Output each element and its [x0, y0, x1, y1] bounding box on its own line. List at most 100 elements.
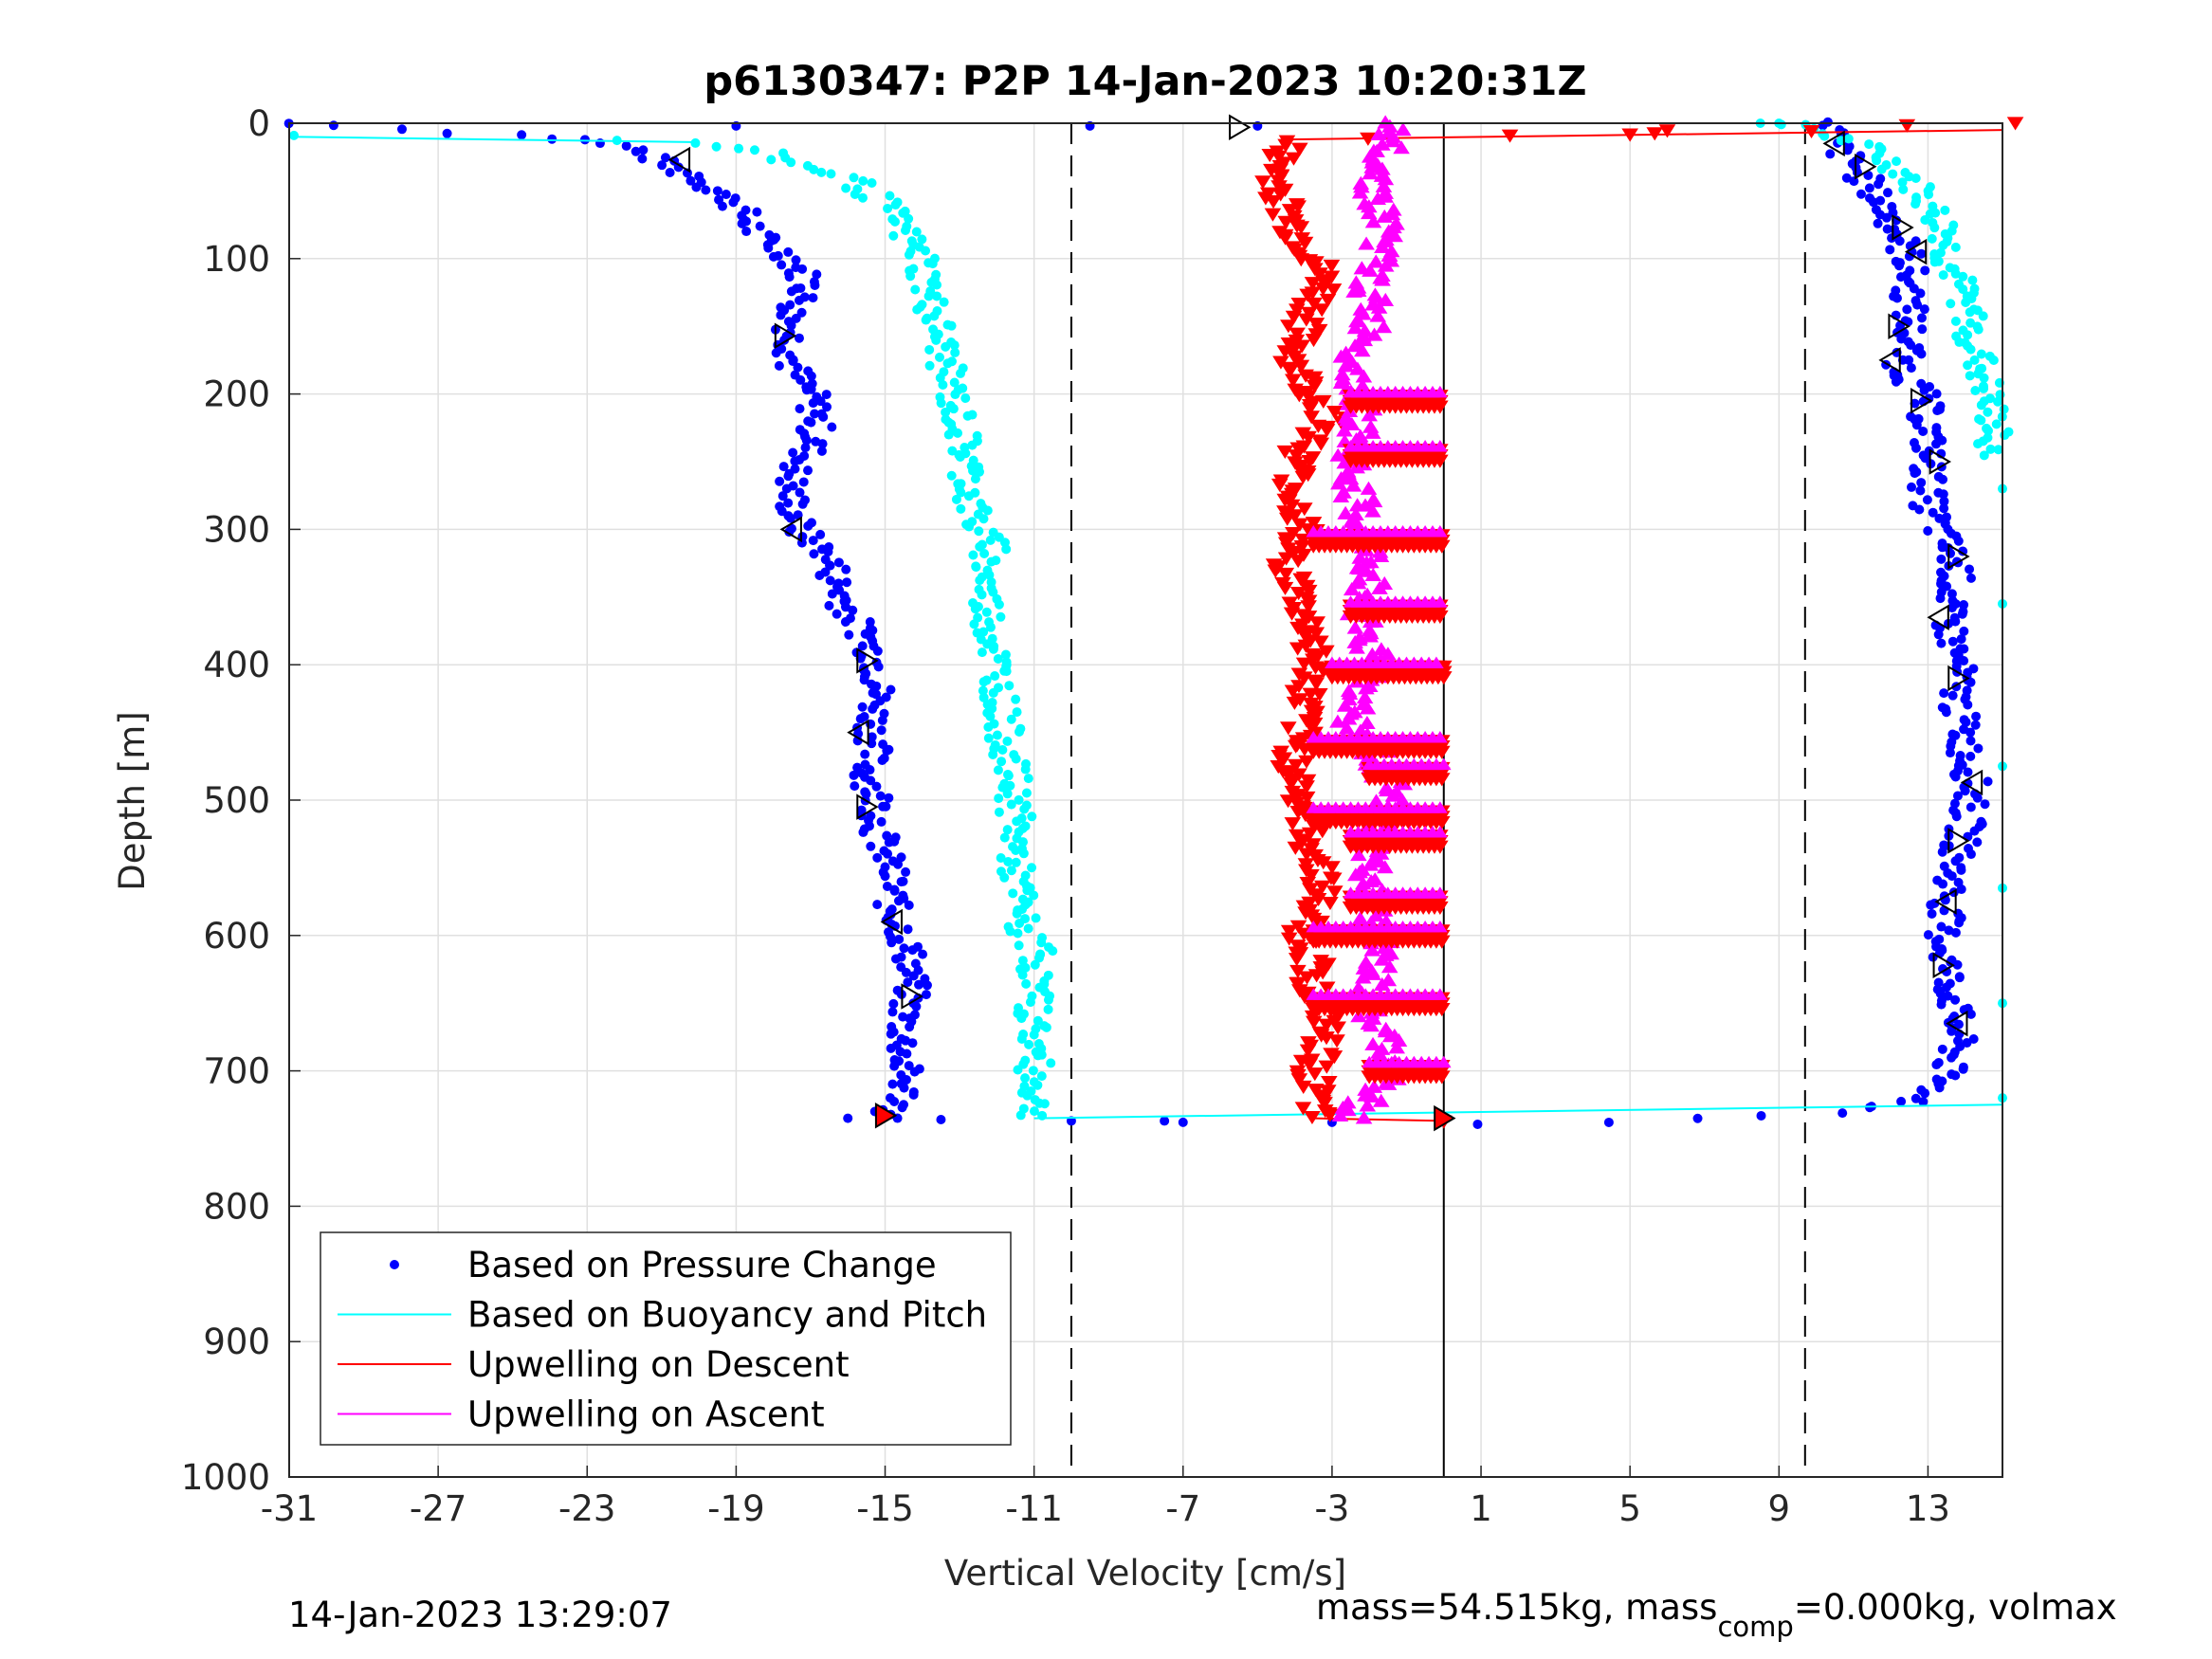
ascent-marker — [1359, 1098, 1377, 1112]
descent-marker — [1294, 533, 1311, 547]
buoyancy-point — [969, 619, 979, 629]
pressure-point — [822, 402, 832, 412]
buoyancy-point — [997, 782, 1008, 793]
buoyancy-point — [1015, 918, 1025, 928]
descent-marker — [1289, 642, 1307, 656]
pressure-point — [815, 396, 826, 407]
pressure-point — [1952, 959, 1963, 970]
outlier-point — [1160, 1116, 1170, 1126]
pressure-point — [783, 246, 794, 257]
pressure-point — [1956, 634, 1966, 645]
buoyancy-point — [826, 169, 836, 179]
pressure-point — [909, 1066, 920, 1077]
ascent-marker — [1379, 782, 1396, 797]
y-tick-label: 400 — [203, 645, 270, 685]
ascent-marker — [1369, 308, 1387, 322]
pressure-point — [1896, 1096, 1907, 1106]
buoyancy-point — [1011, 857, 1021, 867]
descent-marker — [1360, 132, 1377, 146]
pressure-point — [1947, 636, 1958, 647]
pressure-point — [797, 499, 808, 509]
descent-marker — [1290, 1073, 1308, 1087]
buoyancy-point — [977, 647, 987, 658]
pressure-point — [1941, 982, 1951, 993]
pressure-point — [791, 255, 801, 265]
ascent-marker — [1354, 970, 1372, 984]
pressure-point — [631, 146, 641, 156]
ascent-marker — [1363, 942, 1381, 957]
ascent-marker — [1361, 408, 1379, 422]
descent-marker — [1292, 359, 1310, 374]
ascent-marker — [1337, 505, 1354, 520]
pressure-point — [1894, 236, 1905, 246]
pressure-point — [1837, 1108, 1848, 1119]
legend: Based on Pressure Change Based on Buoyanc… — [320, 1231, 1012, 1446]
buoyancy-point — [816, 167, 827, 177]
footer-timestamp: 14-Jan-2023 13:29:07 — [288, 1595, 672, 1635]
ascent-marker — [1358, 236, 1375, 250]
pressure-point — [1956, 884, 1966, 895]
buoyancy-point — [1016, 1033, 1027, 1044]
buoyancy-point — [1993, 396, 2003, 407]
pressure-point — [1935, 593, 1946, 604]
descent-outlier — [1658, 124, 1676, 138]
buoyancy-point — [1008, 888, 1018, 899]
buoyancy-point — [1976, 400, 1986, 410]
descent-marker — [1301, 402, 1319, 416]
buoyancy-point — [1012, 816, 1022, 827]
triangle-marker — [667, 146, 691, 173]
buoyancy-point — [1898, 184, 1909, 194]
ascent-marker — [1370, 126, 1388, 141]
buoyancy-point — [1961, 297, 1971, 307]
y-tick-label: 900 — [203, 1322, 270, 1362]
buoyancy-point — [1019, 804, 1030, 814]
buoyancy-point — [994, 793, 1004, 804]
pressure-point — [1973, 743, 1983, 754]
pressure-point — [579, 135, 590, 145]
pressure-point — [859, 675, 869, 685]
pressure-point — [1958, 1064, 1968, 1074]
triangle-marker — [1947, 665, 1970, 692]
descent-band-marker — [1433, 745, 1451, 759]
descent-marker — [1294, 1080, 1312, 1094]
descent-band-marker — [1432, 610, 1449, 624]
buoyancy-point — [996, 611, 1006, 622]
pressure-point — [882, 745, 892, 756]
pressure-point — [777, 260, 787, 270]
pressure-point — [908, 971, 919, 981]
ascent-marker — [1362, 629, 1379, 643]
ascent-band-marker — [1433, 385, 1448, 398]
pressure-point — [1906, 363, 1916, 374]
pressure-point — [907, 1038, 918, 1048]
buoyancy-point — [917, 234, 927, 245]
pressure-point — [1936, 554, 1947, 564]
pressure-point — [1952, 791, 1963, 801]
descent-marker — [1277, 215, 1295, 229]
buoyancy-point — [1006, 866, 1016, 876]
pressure-point — [897, 1103, 907, 1113]
buoyancy-point — [946, 470, 957, 481]
buoyancy-point — [888, 230, 899, 241]
descent-outlier — [1621, 128, 1638, 142]
ascent-band-marker — [1433, 731, 1448, 743]
descent-marker — [1271, 188, 1289, 202]
outlier-point — [936, 1115, 946, 1125]
buoyancy-point — [960, 392, 971, 403]
buoyancy-point — [1003, 771, 1014, 781]
pressure-point — [1931, 389, 1942, 399]
ascent-marker — [1388, 1040, 1405, 1054]
buoyancy-point — [950, 390, 960, 400]
triangle-marker — [856, 647, 879, 674]
buoyancy-point — [975, 575, 985, 586]
buoyancy-point — [1033, 1050, 1043, 1061]
ascent-marker — [1375, 319, 1393, 334]
pressure-point — [1983, 776, 1993, 787]
descent-marker — [1318, 1018, 1335, 1032]
pressure-point — [876, 816, 887, 827]
pressure-point — [1904, 355, 1914, 365]
pressure-point — [594, 138, 605, 149]
pressure-point — [1936, 921, 1947, 932]
pressure-point — [1963, 767, 1973, 777]
ascent-marker — [1360, 481, 1378, 495]
buoyancy-point — [904, 249, 914, 260]
